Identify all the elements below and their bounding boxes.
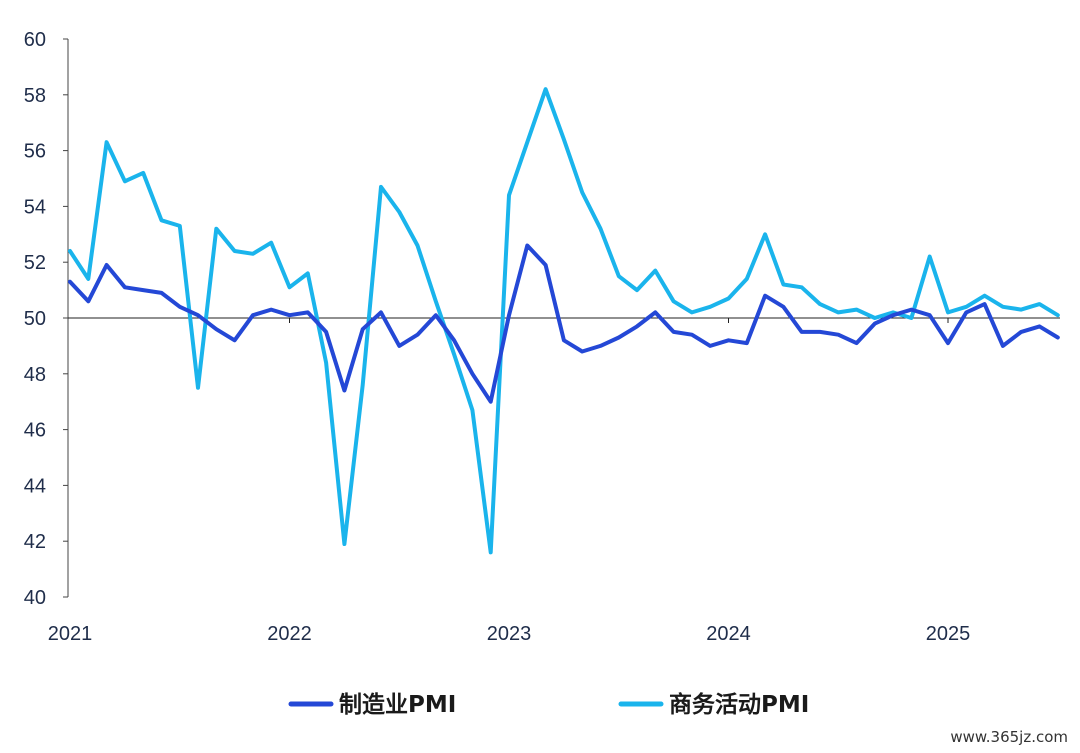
- y-tick-label: 58: [24, 85, 46, 107]
- y-tick-label: 44: [24, 475, 46, 497]
- y-tick-label: 48: [24, 364, 46, 386]
- y-axis: 40 42 44 46 48 50 52 54 56 58 60: [24, 29, 69, 609]
- y-tick-label: 40: [24, 587, 46, 609]
- watermark-text: www.365jz.com: [950, 728, 1068, 746]
- y-tick-label: 50: [24, 308, 46, 330]
- y-tick-label: 52: [24, 252, 46, 274]
- legend-label-1: 商务活动PMI: [669, 691, 809, 718]
- x-tick-label: 2025: [926, 623, 971, 645]
- series-line-1: [68, 87, 1060, 555]
- series-layer: [68, 87, 1060, 555]
- y-tick-label: 56: [24, 141, 46, 163]
- legend: 制造业PMI 商务活动PMI: [288, 691, 809, 718]
- series-line-0: [68, 243, 1060, 404]
- y-tick-label: 60: [24, 29, 46, 51]
- x-tick-label: 2024: [706, 623, 751, 645]
- y-tick-label: 42: [24, 531, 46, 553]
- x-tick-label: 2023: [487, 623, 532, 645]
- x-tick-label: 2022: [267, 623, 312, 645]
- x-tick-label: 2021: [48, 623, 93, 645]
- y-tick-label: 54: [24, 196, 46, 218]
- legend-label-0: 制造业PMI: [339, 692, 456, 718]
- y-tick-label: 46: [24, 420, 46, 442]
- x-axis: 2021 2022 2023 2024 2025: [48, 317, 1060, 645]
